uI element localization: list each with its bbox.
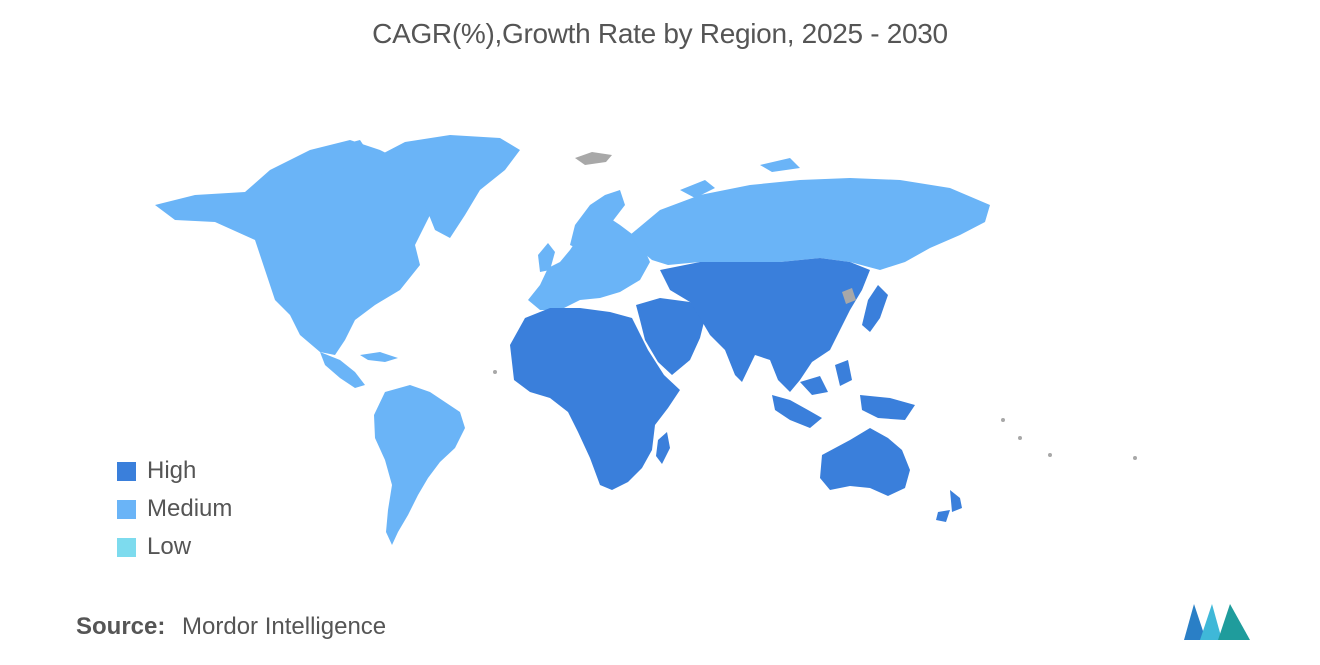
region-southeast-asia	[772, 360, 915, 428]
island-dot	[1048, 453, 1052, 457]
region-new-zealand	[936, 490, 962, 522]
region-caribbean	[360, 352, 398, 362]
legend-item-medium: Medium	[117, 490, 232, 528]
legend-item-high: High	[117, 452, 232, 490]
region-asia	[660, 258, 870, 392]
legend: High Medium Low	[117, 452, 232, 566]
region-greenland	[380, 135, 520, 238]
region-north-america	[155, 140, 430, 355]
mordor-intelligence-logo-icon	[1184, 604, 1250, 640]
region-uk	[538, 243, 555, 272]
region-arctic-islands	[300, 140, 370, 175]
region-japan	[862, 285, 888, 332]
legend-swatch-medium	[117, 499, 136, 519]
region-korea-north	[842, 288, 856, 304]
island-dot	[493, 370, 497, 374]
legend-label-low: Low	[147, 533, 192, 560]
region-africa	[510, 308, 680, 490]
source-value: Mordor Intelligence	[182, 613, 387, 640]
region-australia	[820, 428, 910, 496]
island-dot	[1133, 456, 1137, 460]
region-russia-islands	[680, 158, 800, 198]
legend-label-high: High	[147, 457, 197, 484]
region-europe	[528, 215, 650, 310]
region-central-america	[320, 352, 365, 388]
region-south-america	[374, 385, 465, 545]
legend-swatch-low	[117, 537, 136, 557]
world-map	[155, 135, 1137, 545]
region-scandinavia	[570, 190, 625, 252]
region-middle-east	[636, 298, 705, 375]
chart-title: CAGR(%),Growth Rate by Region, 2025 - 20…	[372, 18, 948, 49]
legend-label-medium: Medium	[147, 495, 233, 522]
region-russia	[630, 178, 990, 270]
source-line: Source: Mordor Intelligence	[76, 613, 386, 641]
region-madagascar	[656, 432, 670, 464]
legend-item-low: Low	[117, 528, 232, 566]
legend-swatch-high	[117, 461, 136, 481]
island-dot	[1018, 436, 1022, 440]
source-label: Source:	[76, 613, 166, 640]
region-svalbard	[575, 152, 612, 165]
island-dot	[1001, 418, 1005, 422]
